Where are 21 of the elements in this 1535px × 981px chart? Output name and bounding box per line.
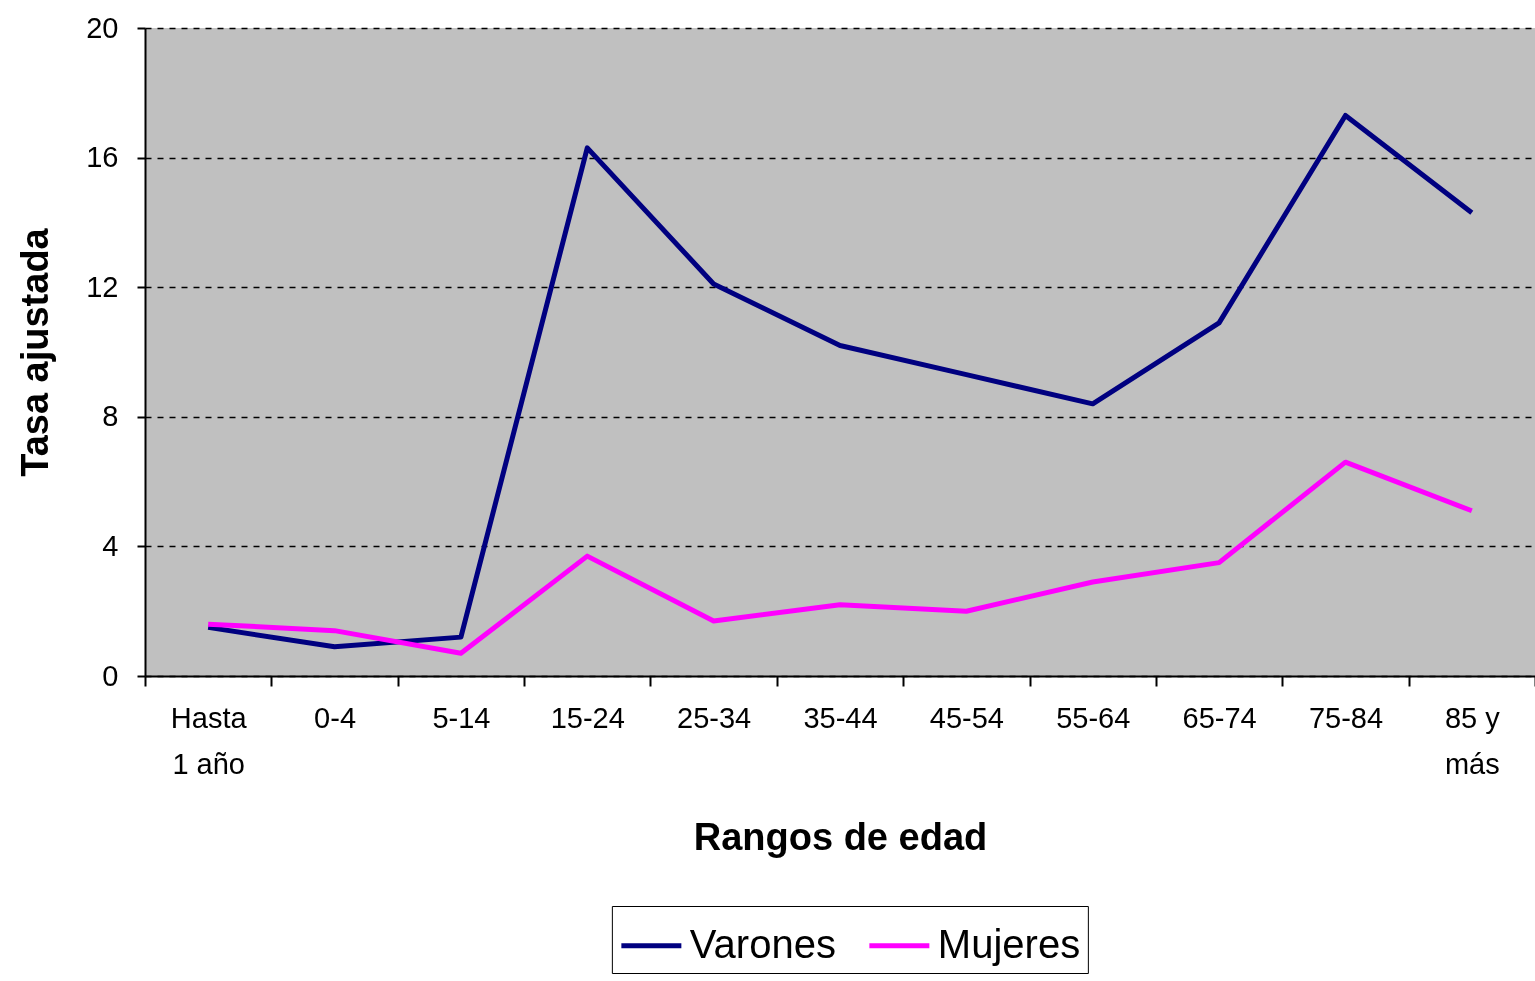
x-tick-label: 35-44 [803, 701, 878, 734]
x-tick-label: 5-14 [432, 701, 491, 734]
x-axis-title: Rangos de edad [693, 815, 988, 858]
x-tick-label: 0-4 [314, 701, 357, 734]
legend-label: Varones [689, 921, 836, 966]
y-tick-label: 16 [86, 141, 119, 174]
y-tick-label: 0 [102, 659, 119, 692]
x-tick-label: 85 y más [1444, 701, 1501, 780]
legend-label: Mujeres [937, 921, 1081, 966]
x-tick-label: 65-74 [1182, 701, 1257, 734]
x-tick-label: 15-24 [550, 701, 625, 734]
y-tick-label: 4 [102, 529, 119, 562]
x-tick-label: 55-64 [1056, 701, 1131, 734]
x-tick-label: Hasta 1 año [170, 701, 248, 780]
y-tick-label: 20 [86, 11, 119, 44]
x-tick-label: 25-34 [677, 701, 752, 734]
x-tick-label: 45-54 [929, 701, 1004, 734]
x-tick-label: 75-84 [1308, 701, 1384, 734]
y-tick-label: 12 [86, 270, 119, 303]
y-tick-label: 8 [102, 400, 119, 433]
y-axis-title: Tasa ajustada [14, 227, 57, 477]
